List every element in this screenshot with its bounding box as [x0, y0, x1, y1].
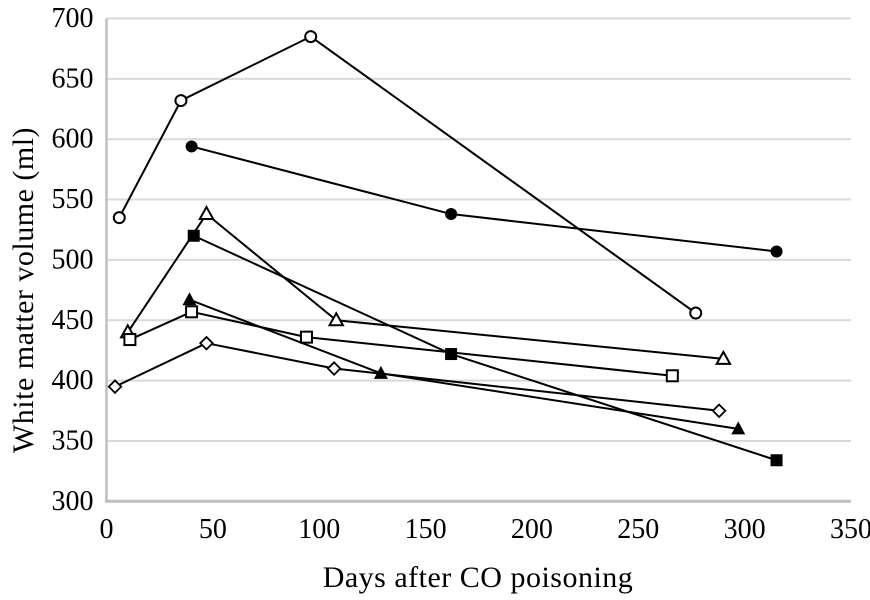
series-subject-filled-circle-marker-filled-circle: [185, 140, 198, 153]
y-axis-title: White matter volume (ml): [7, 126, 40, 454]
series-subject-open-triangle-marker-open-triangle: [327, 311, 345, 327]
series-subject-open-circle-marker-open-circle: [174, 94, 188, 108]
series-subject-open-diamond-marker-open-diamond: [199, 335, 214, 351]
series-subject-filled-circle-marker-filled-circle: [445, 208, 458, 221]
series-subject-open-square-marker-open-square: [299, 330, 313, 344]
x-tick-label-250: 250: [617, 514, 659, 545]
y-tick-label-300: 300: [52, 486, 94, 517]
y-tick-label-550: 550: [52, 184, 94, 215]
y-tick-label-500: 500: [52, 244, 94, 275]
series-subject-open-square-marker-open-square: [185, 305, 199, 319]
y-tick-label-350: 350: [52, 425, 94, 456]
x-tick-label-0: 0: [100, 514, 114, 545]
x-tick-label-100: 100: [298, 514, 340, 545]
series-subject-filled-circle-marker-filled-circle: [770, 245, 783, 258]
series-line-subject-open-triangle: [126, 213, 725, 360]
series-subject-open-circle-marker-open-circle: [304, 30, 318, 44]
x-tick-label-350: 350: [830, 514, 870, 545]
series-subject-open-circle-marker-open-circle: [112, 211, 126, 225]
series-line-subject-filled-triangle: [188, 298, 740, 430]
series-subject-filled-triangle-marker-filled-triangle: [373, 365, 388, 379]
y-tick-label-600: 600: [52, 124, 94, 155]
y-tick-label-450: 450: [52, 305, 94, 336]
y-tick-label-700: 700: [52, 3, 94, 34]
series-subject-open-square-marker-open-square: [123, 333, 137, 347]
series-subject-open-triangle-marker-open-triangle: [198, 204, 215, 221]
x-axis-title: Days after CO poisoning: [322, 561, 634, 594]
series-line-subject-open-diamond: [114, 342, 721, 412]
y-tick-label-400: 400: [52, 365, 94, 396]
x-tick-label-150: 150: [405, 514, 447, 545]
series-subject-filled-square-marker-filled-square: [187, 229, 200, 242]
y-tick-label-650: 650: [52, 63, 94, 94]
series-line-subject-open-circle: [118, 35, 697, 315]
series-subject-open-triangle-marker-open-triangle: [714, 349, 732, 365]
series-subject-open-circle-marker-open-circle: [689, 306, 703, 320]
x-tick-label-50: 50: [199, 514, 227, 545]
x-tick-label-200: 200: [511, 514, 553, 545]
series-subject-filled-triangle-marker-filled-triangle: [731, 421, 746, 435]
series-subject-open-diamond-marker-open-diamond: [326, 361, 342, 377]
series-subject-open-diamond-marker-open-diamond: [107, 379, 123, 395]
series-subject-open-diamond-marker-open-diamond: [711, 403, 727, 419]
series-subject-open-square-marker-open-square: [665, 369, 679, 383]
series-subject-filled-triangle-marker-filled-triangle: [182, 292, 197, 306]
series-line-subject-filled-square: [192, 234, 778, 462]
series-subject-filled-square-marker-filled-square: [445, 348, 458, 361]
x-tick-label-300: 300: [724, 514, 766, 545]
series-subject-filled-square-marker-filled-square: [770, 454, 783, 467]
series-line-subject-open-square: [128, 310, 674, 377]
